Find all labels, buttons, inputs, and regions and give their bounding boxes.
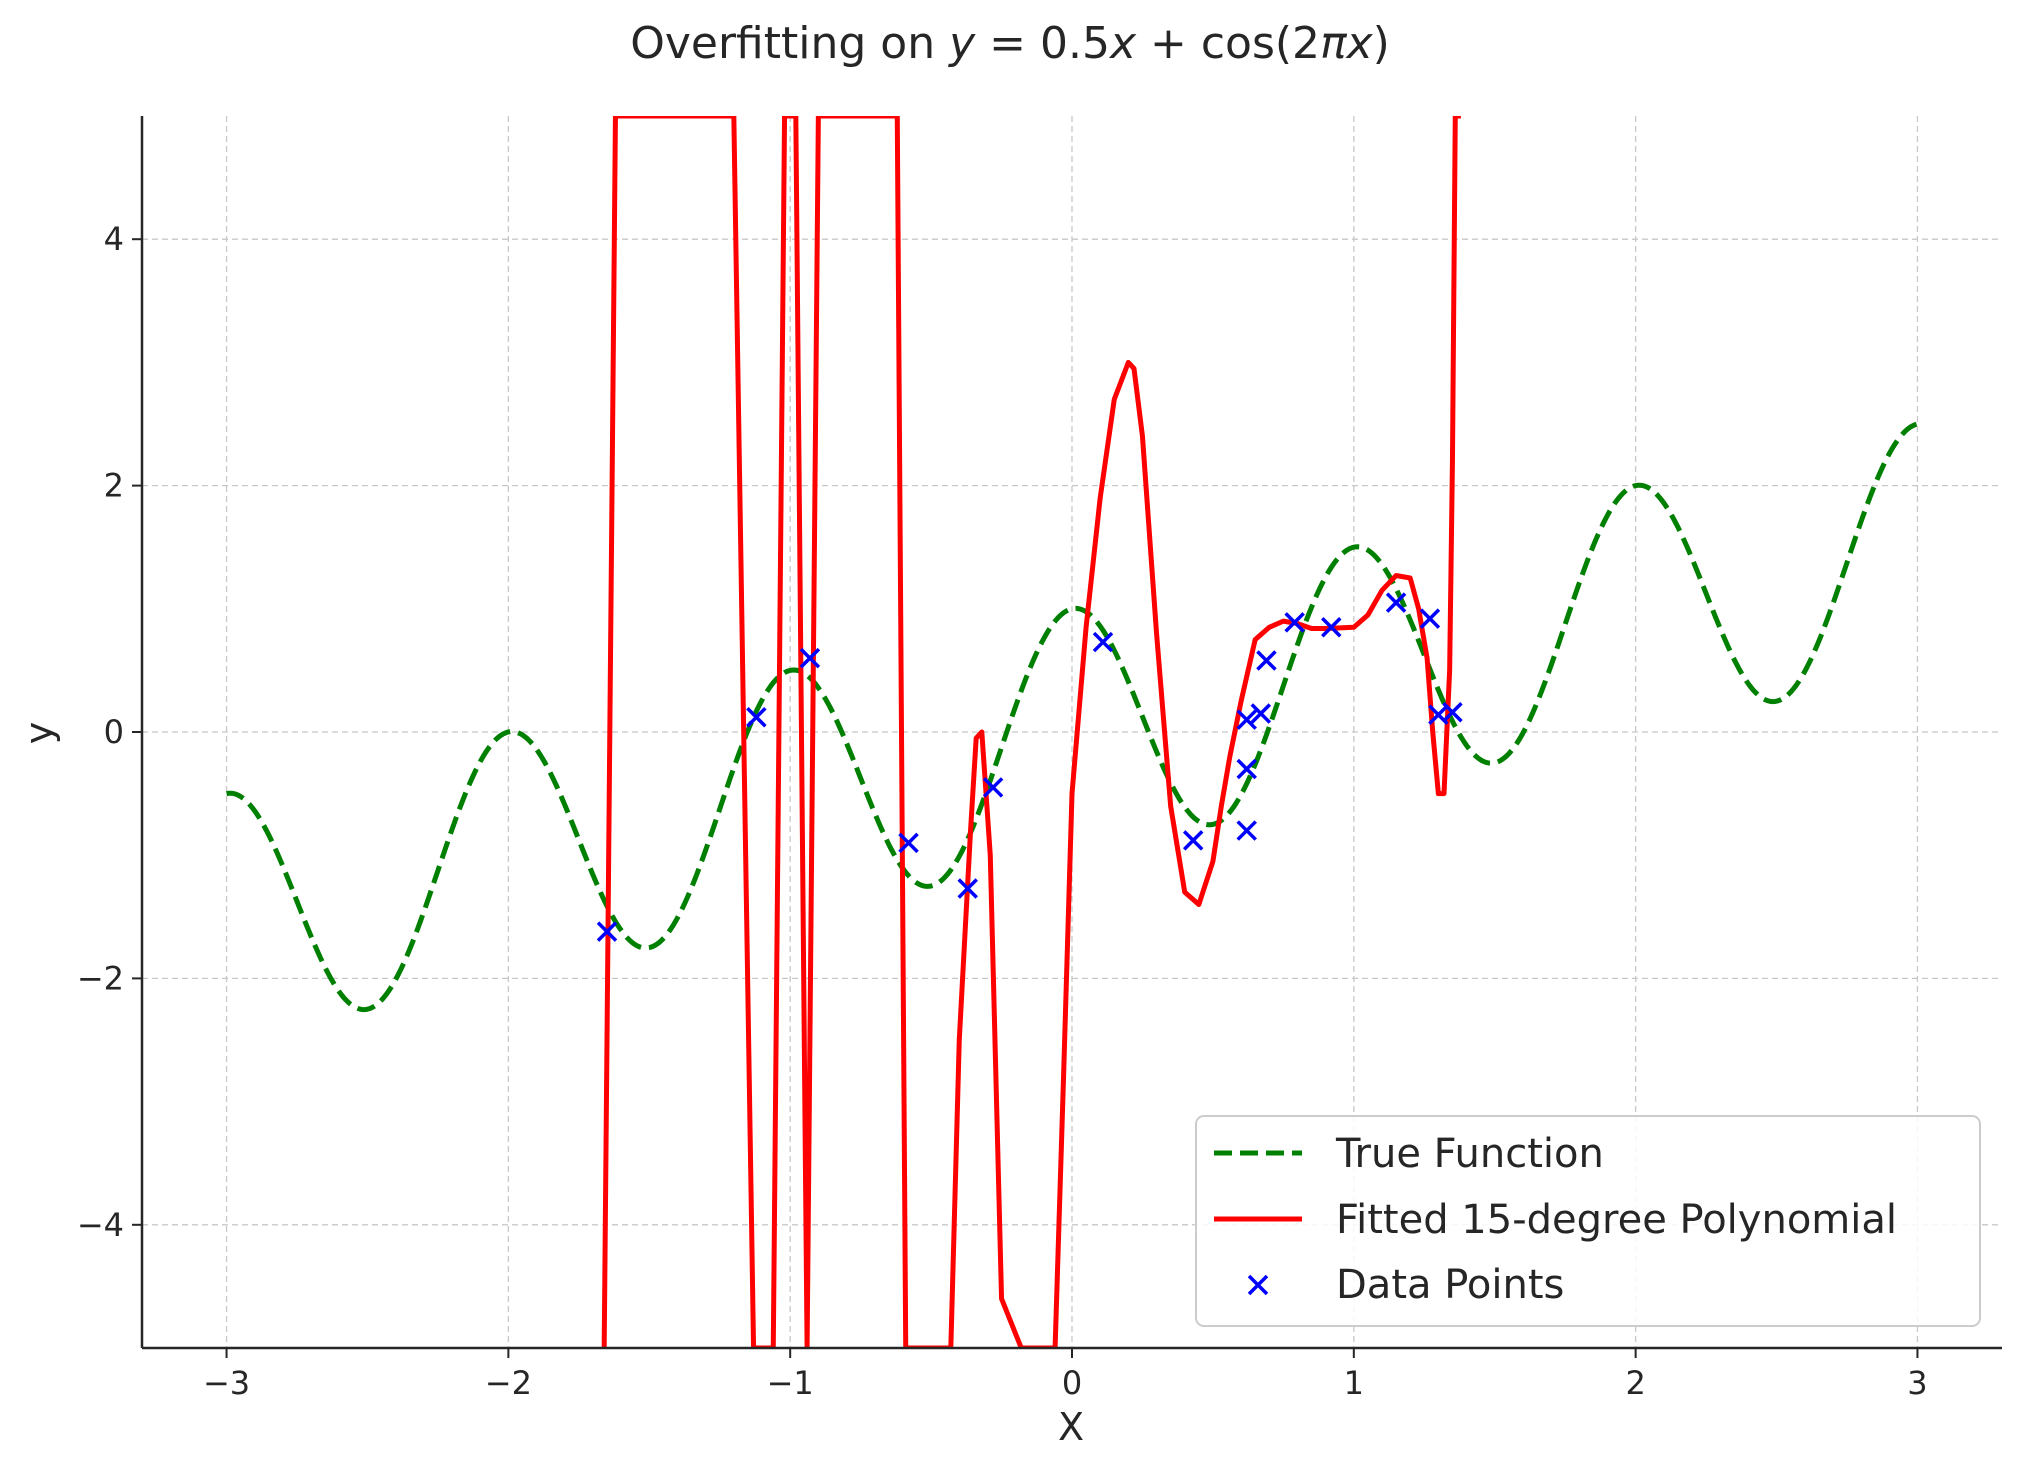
data-point — [1419, 608, 1441, 629]
data-point — [746, 706, 767, 728]
title-pi: π — [1320, 18, 1348, 69]
data-point — [596, 921, 618, 942]
tick-labels: −3 −2 −1 0 1 2 3 −4 −2 0 2 4 — [77, 220, 1928, 1402]
x-tick-label: −2 — [485, 1364, 532, 1402]
y-tick-label: −2 — [77, 959, 124, 997]
title-eq: = 0.5 — [975, 18, 1110, 69]
x-tick-label: 3 — [1907, 1364, 1927, 1402]
x-tick-label: −3 — [203, 1364, 250, 1402]
title-y: y — [947, 18, 976, 69]
series-line-true-function — [226, 421, 1919, 1013]
data-point — [982, 777, 1004, 798]
legend-swatch-data-points — [1247, 1274, 1269, 1296]
series-layer — [226, 116, 1919, 1348]
data-point — [1256, 650, 1277, 671]
x-axis-label: X — [1058, 1405, 1084, 1449]
title-end: ) — [1373, 18, 1390, 69]
data-points-layer — [596, 592, 1463, 942]
data-point — [1236, 709, 1257, 730]
data-point — [898, 832, 919, 854]
data-point — [1236, 820, 1257, 841]
x-tick-label: 0 — [1062, 1364, 1082, 1402]
y-tick-label: 0 — [104, 713, 124, 751]
x-tick-label: 1 — [1344, 1364, 1364, 1402]
title-x2: x — [1345, 18, 1374, 69]
legend-label-true-function: True Function — [1335, 1131, 1604, 1177]
y-tick-label: 2 — [104, 467, 124, 505]
series-line-fitted-polynomial — [601, 116, 1461, 1348]
data-point — [1284, 612, 1305, 633]
data-point — [1442, 702, 1463, 723]
y-tick-label: −4 — [77, 1206, 124, 1244]
legend: True Function Fitted 15-degree Polynomia… — [1195, 1115, 1981, 1327]
x-tick-label: 2 — [1625, 1364, 1645, 1402]
data-point — [1236, 758, 1257, 780]
data-point — [1182, 830, 1204, 851]
title-prefix: Overfitting on — [630, 18, 949, 69]
legend-label-data-points: Data Points — [1336, 1262, 1564, 1308]
x-tick-label: −1 — [767, 1364, 814, 1402]
legend-label-fitted-polynomial: Fitted 15-degree Polynomial — [1336, 1197, 1897, 1243]
chart-title: Overfitting on y = 0.5x + cos(2πx) — [630, 18, 1390, 69]
y-axis-label: y — [17, 722, 61, 745]
legend-marker-x — [1247, 1274, 1269, 1296]
data-point — [1385, 592, 1407, 613]
data-point — [1250, 703, 1272, 724]
title-x1: x — [1108, 18, 1137, 69]
data-point — [1321, 617, 1342, 638]
legend-frame — [1195, 1115, 1981, 1327]
data-point — [799, 647, 821, 669]
data-point — [1092, 631, 1114, 653]
y-tick-label: 4 — [104, 220, 124, 258]
data-point — [957, 878, 978, 899]
title-mid: + cos(2 — [1136, 18, 1320, 69]
